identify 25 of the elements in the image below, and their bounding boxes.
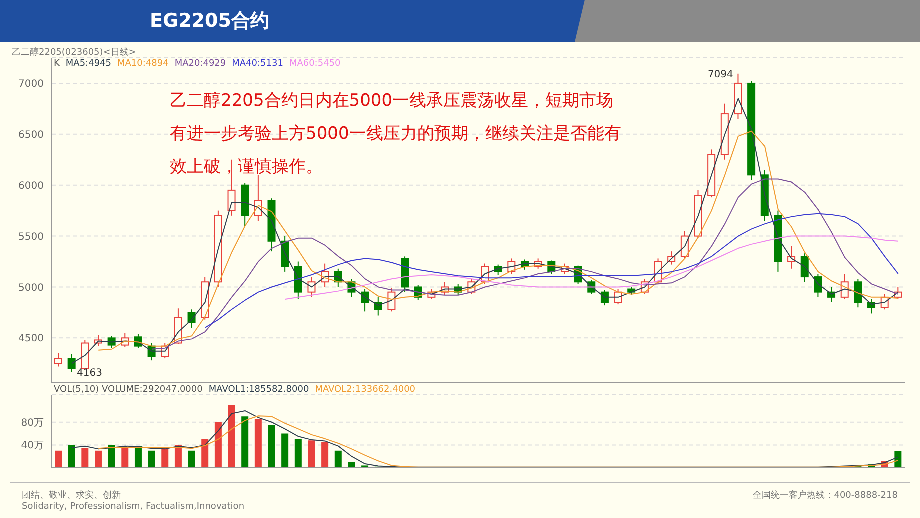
y-tick-label: 5000 [18, 282, 44, 294]
y-tick-label: 80万 [21, 418, 44, 429]
annotation: 乙二醇2205合约日内在5000一线承压震荡收星，短期市场有进一步考验上方5000一线压力的预期，继续关注是否能有效上破，谨慎操作。 [170, 90, 622, 179]
text: 团结、敬业、求实、创新 [22, 490, 121, 502]
y-tick-label: 6000 [18, 180, 44, 192]
annotation: 7094 [708, 69, 734, 80]
chart-subtitle: 乙二醇2205(023605)<日线> [12, 46, 136, 59]
text: MA60:5450 [289, 59, 341, 69]
chart-title: EG2205合约 [150, 9, 270, 34]
text: MA10:4894 [118, 59, 169, 69]
y-tick-label: 6500 [18, 130, 44, 141]
text: MAVOL1:185582.8000 [208, 385, 310, 395]
y-tick-label: 7000 [18, 79, 44, 90]
legend-title: VOL(5,10) VOLUME:292047.0000 [54, 385, 203, 395]
text: Solidarity, Professionalism, Factualism,Innovation [22, 502, 245, 512]
text: MA40:5131 [232, 59, 284, 69]
y-tick-label: 5500 [18, 232, 44, 243]
annotation: 4163 [76, 368, 102, 380]
y-tick-label: 40万 [21, 440, 44, 452]
legend-title: K [54, 59, 60, 69]
text: 全国统一客户热线：400-8888-218 [753, 490, 898, 502]
y-tick-label: 4500 [18, 334, 44, 345]
text: MAVOL2:133662.4000 [315, 385, 416, 395]
text: MA5:4945 [66, 59, 112, 69]
text: MA20:4929 [174, 59, 226, 69]
